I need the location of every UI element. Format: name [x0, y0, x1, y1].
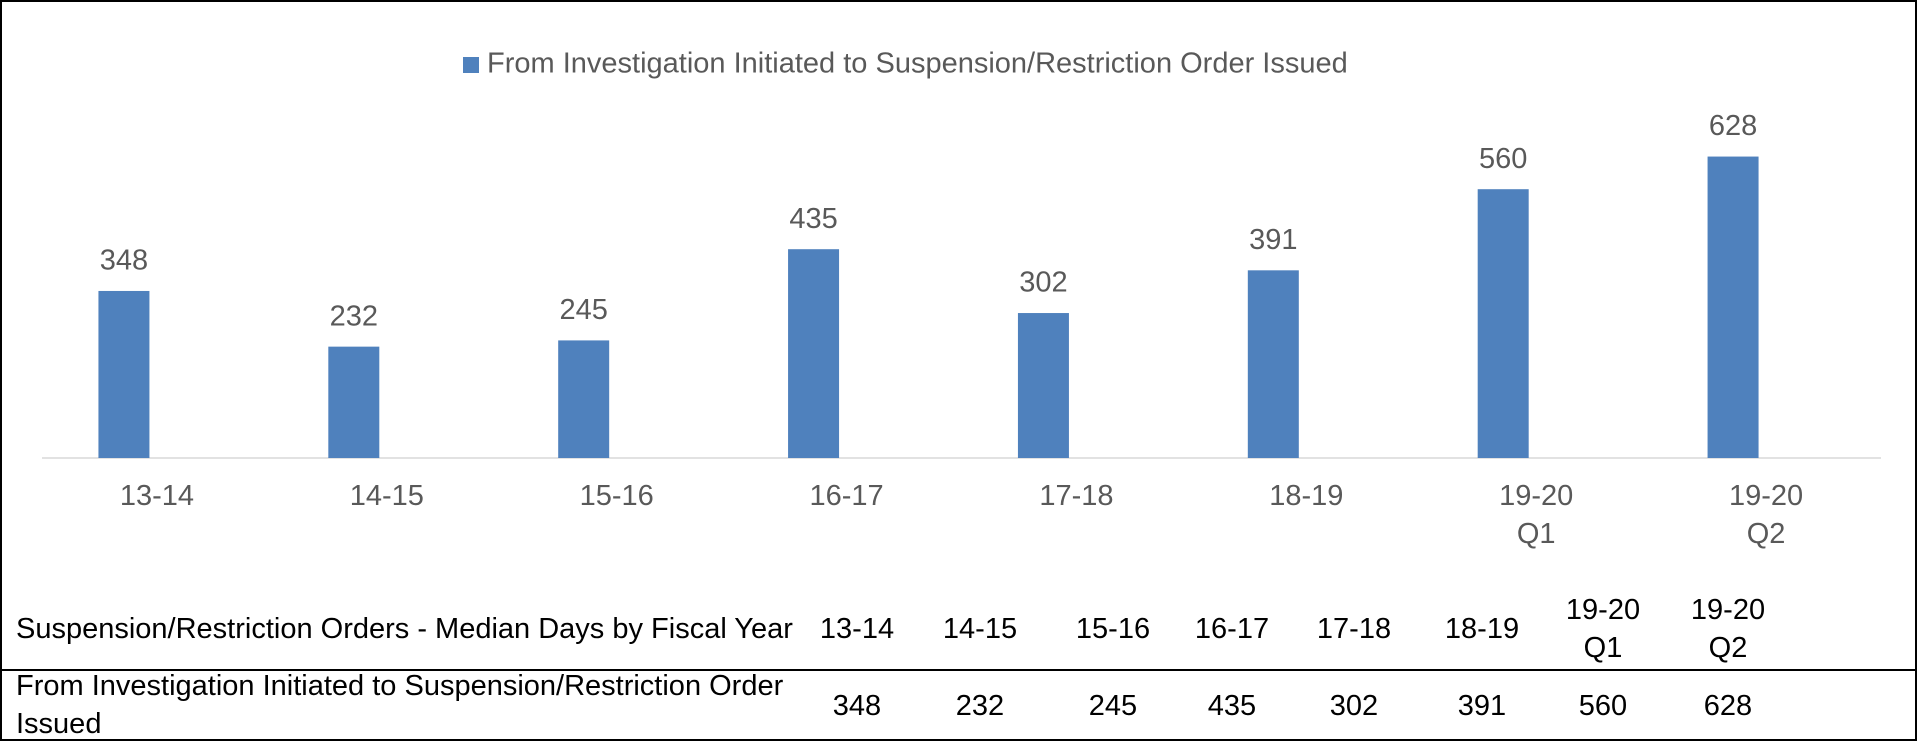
data-label: 628: [1709, 110, 1757, 142]
table-column-header: 13-14: [819, 613, 895, 645]
x-tick-label: 15-16: [580, 480, 654, 512]
data-label: 435: [789, 203, 837, 235]
data-label: 560: [1479, 143, 1527, 175]
x-tick-label: 17-18: [1039, 480, 1113, 512]
x-tick-label: 19-20 Q1: [1499, 480, 1573, 550]
bar: [98, 290, 150, 458]
bar: [1017, 313, 1069, 458]
bar: [1707, 156, 1759, 458]
table-value: 232: [955, 690, 1005, 722]
table-title: Suspension/Restriction Orders - Median D…: [16, 613, 793, 645]
table-value: 302: [1329, 690, 1379, 722]
table-column-header: 16-17: [1194, 613, 1270, 645]
table-column-header: 19-20 Q1: [1565, 594, 1641, 664]
table-value: 628: [1703, 690, 1753, 722]
x-tick-label: 14-15: [350, 480, 424, 512]
table-value: 348: [832, 690, 882, 722]
table-column-header: 18-19: [1444, 613, 1520, 645]
data-label: 302: [1019, 267, 1067, 299]
legend-label: From Investigation Initiated to Suspensi…: [487, 48, 1348, 80]
table-column-header: 14-15: [942, 613, 1018, 645]
table-value: 245: [1088, 690, 1138, 722]
data-label: 245: [559, 294, 607, 326]
x-tick-label: 18-19: [1269, 480, 1343, 512]
table-row-label: From Investigation Initiated to Suspensi…: [16, 670, 784, 740]
table-value: 435: [1207, 690, 1257, 722]
x-tick-label: 19-20 Q2: [1729, 480, 1803, 550]
bar: [558, 340, 610, 458]
bar: [1477, 189, 1529, 458]
x-tick-label: 13-14: [120, 480, 194, 512]
data-label: 232: [330, 300, 378, 332]
data-label: 348: [100, 245, 148, 277]
table-value: 391: [1457, 690, 1507, 722]
bar: [788, 249, 840, 458]
bar: [1247, 270, 1299, 458]
legend-swatch: [463, 57, 479, 73]
x-tick-label: 16-17: [809, 480, 883, 512]
table-value: 560: [1578, 690, 1628, 722]
table-divider: [2, 669, 1915, 671]
table-column-header: 15-16: [1075, 613, 1151, 645]
bar: [328, 346, 380, 458]
table-column-header: 17-18: [1316, 613, 1392, 645]
table-column-header: 19-20 Q2: [1690, 594, 1766, 664]
data-label: 391: [1249, 224, 1297, 256]
